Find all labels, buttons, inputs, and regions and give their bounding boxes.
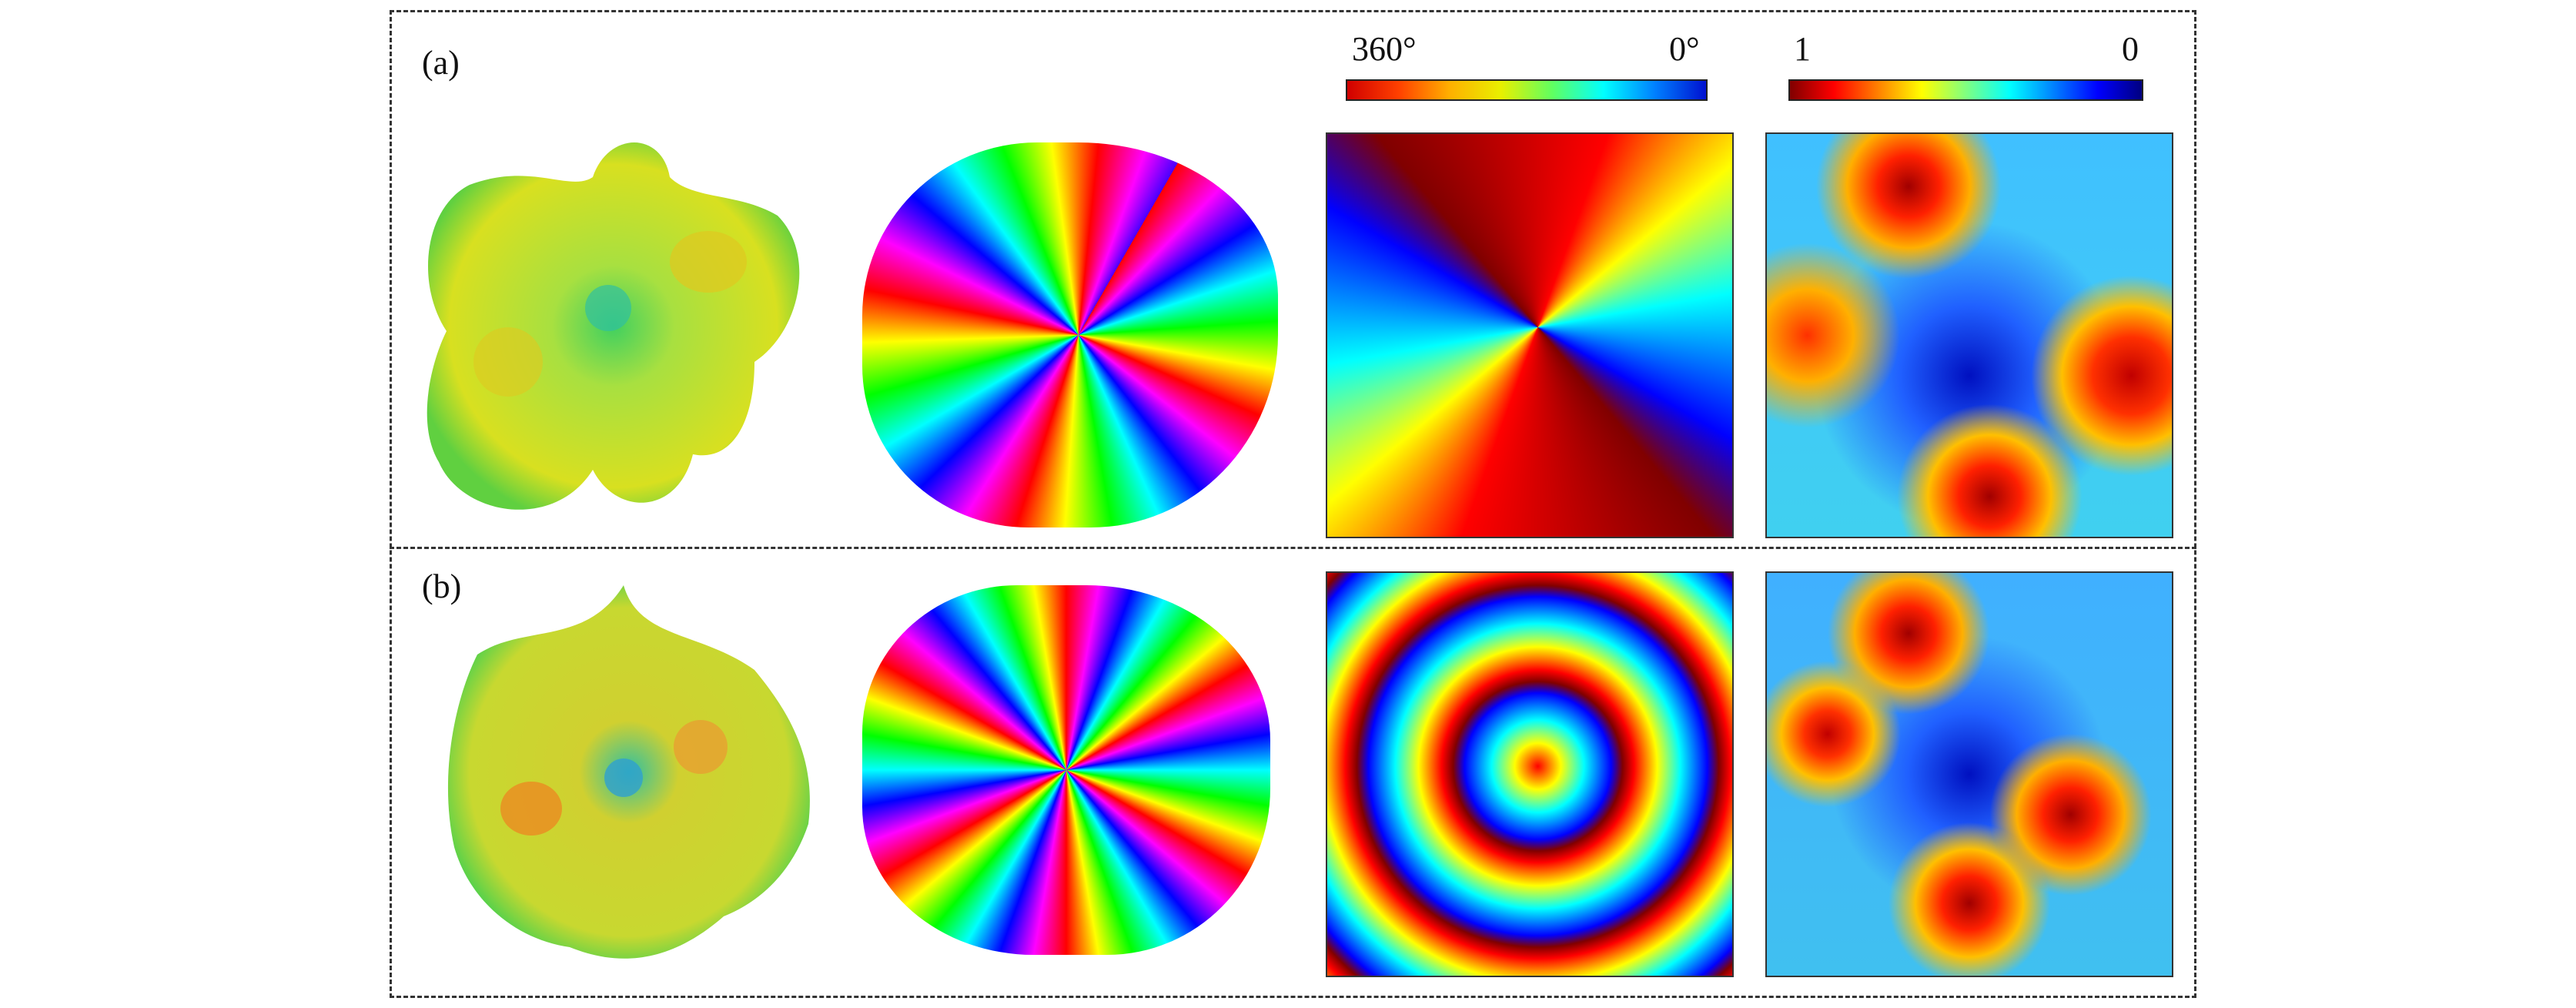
- phase-surface: [862, 142, 1278, 527]
- phase-surface: [862, 585, 1270, 955]
- phase-map: [1326, 571, 1734, 977]
- panel-divider: [390, 547, 2196, 549]
- amplitude-map: [1765, 571, 2173, 977]
- amplitude-surface: [427, 142, 800, 510]
- amplitude-map: [1765, 132, 2173, 538]
- colorbar-label: 0°: [1669, 30, 1700, 68]
- surface-core: [604, 759, 643, 797]
- panel-label: (a): [422, 44, 460, 82]
- colorbar-label: 360°: [1352, 30, 1417, 68]
- amplitude-surface: [447, 585, 810, 959]
- surface-peak: [670, 231, 747, 293]
- surface-peak: [674, 720, 728, 774]
- phase-map: [1326, 132, 1734, 538]
- amplitude-colorbar: [1788, 79, 2143, 101]
- surface-core: [585, 285, 631, 331]
- surface-peak: [500, 782, 562, 836]
- colorbar-label: 1: [1794, 30, 1811, 68]
- colorbar-label: 0: [2122, 30, 2139, 68]
- panel-label: (b): [422, 568, 462, 605]
- phase-colorbar: [1346, 79, 1708, 101]
- panel-frame: [390, 10, 2196, 998]
- surface-peak: [473, 327, 543, 397]
